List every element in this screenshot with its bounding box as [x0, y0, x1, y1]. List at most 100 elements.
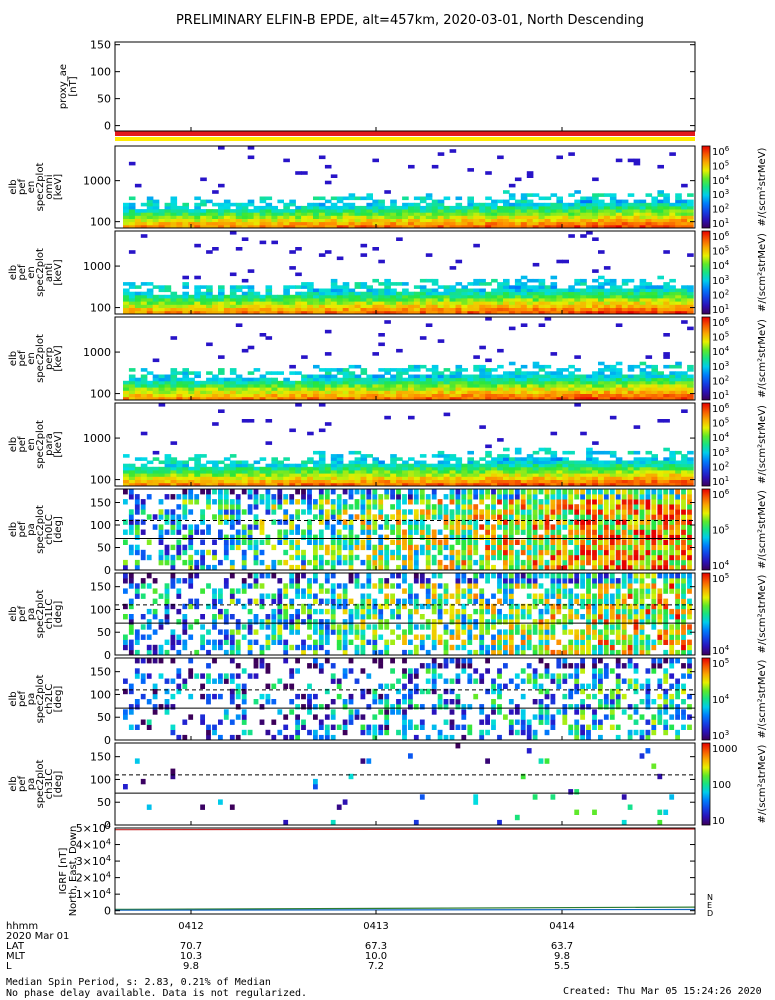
- heatmap-cell: [568, 291, 575, 296]
- heatmap-cell: [681, 539, 686, 545]
- heatmap-cell: [574, 519, 580, 525]
- heatmap-cell: [247, 534, 253, 540]
- heatmap-cell: [318, 504, 324, 510]
- heatmap-cell: [681, 549, 686, 556]
- heatmap-cell: [330, 514, 336, 520]
- heatmap-cell: [241, 529, 247, 535]
- colorbar-tick-label: 104: [712, 259, 730, 272]
- heatmap-cell: [384, 310, 391, 315]
- heatmap-cell: [663, 374, 670, 379]
- heatmap-cell: [390, 479, 397, 484]
- heatmap-cell: [615, 380, 623, 385]
- heatmap-cell: [657, 554, 663, 561]
- heatmap-cell: [408, 559, 413, 566]
- heatmap-cell: [514, 494, 520, 500]
- heatmap-cell: [461, 310, 468, 315]
- heatmap-cell: [592, 307, 599, 312]
- heatmap-cell: [639, 529, 645, 535]
- heatmap-cell: [182, 282, 189, 286]
- heatmap-cell: [336, 288, 344, 293]
- heatmap-cell: [123, 519, 128, 525]
- heatmap-cell: [615, 199, 623, 204]
- heatmap-cell: [473, 393, 480, 398]
- heatmap-cell: [687, 494, 692, 500]
- heatmap-cell: [330, 564, 336, 571]
- heatmap-cell: [146, 466, 154, 471]
- heatmap-cell: [449, 509, 455, 515]
- heatmap-cell: [229, 473, 237, 477]
- heatmap-cell: [669, 307, 676, 312]
- heatmap-cell: [574, 310, 581, 315]
- heatmap-cell: [330, 374, 338, 379]
- heatmap-cell: [307, 534, 312, 540]
- heatmap-cell: [283, 301, 290, 305]
- heatmap-cell: [390, 301, 397, 305]
- heatmap-cell: [212, 614, 217, 620]
- heatmap-cell: [378, 463, 385, 468]
- heatmap-cell: [461, 374, 468, 379]
- heatmap-cell: [461, 390, 468, 394]
- heatmap-cell: [164, 593, 170, 599]
- heatmap-cell: [609, 390, 617, 394]
- heatmap-cell: [675, 470, 682, 474]
- heatmap-cell: [212, 380, 219, 385]
- heatmap-cell: [384, 466, 391, 471]
- heatmap-cell: [313, 209, 320, 213]
- heatmap-cell: [265, 285, 273, 289]
- heatmap-cell: [556, 524, 562, 530]
- heatmap-cell: [633, 158, 641, 163]
- heatmap-cell: [372, 218, 379, 223]
- heatmap-cell: [615, 205, 623, 210]
- heatmap-cell: [603, 470, 611, 474]
- heatmap-cell: [247, 470, 255, 474]
- heatmap-cell: [378, 396, 385, 401]
- heatmap-cell: [431, 371, 439, 375]
- heatmap-cell: [253, 476, 261, 480]
- heatmap-cell: [485, 454, 492, 458]
- heatmap-cell: [324, 368, 332, 372]
- heatmap-cell: [170, 387, 178, 391]
- heatmap-cell: [449, 396, 457, 401]
- heatmap-cell: [419, 499, 425, 505]
- heatmap-cell: [586, 196, 593, 201]
- heatmap-cell: [568, 371, 575, 375]
- heatmap-cell: [342, 499, 348, 505]
- heatmap-cell: [152, 457, 160, 461]
- heatmap-cell: [413, 494, 419, 500]
- heatmap-cell: [479, 384, 486, 388]
- heatmap-cell: [419, 529, 425, 535]
- heatmap-cell: [360, 489, 366, 495]
- heatmap-cell: [526, 457, 534, 461]
- heatmap-cell: [283, 291, 290, 296]
- heatmap-cell: [520, 466, 528, 471]
- heatmap-cell: [265, 482, 273, 487]
- heatmap-cell: [657, 473, 664, 477]
- heatmap-cell: [425, 304, 433, 308]
- heatmap-cell: [307, 304, 314, 308]
- heatmap-cell: [479, 499, 485, 505]
- heatmap-cell: [437, 390, 445, 394]
- heatmap-cell: [639, 205, 647, 210]
- heatmap-cell: [152, 387, 160, 391]
- heatmap-cell: [330, 499, 336, 505]
- heatmap-cell: [253, 482, 261, 487]
- heatmap-cell: [396, 466, 403, 471]
- heatmap-cell: [503, 221, 510, 226]
- heatmap-cell: [621, 291, 629, 296]
- heatmap-cell: [176, 634, 182, 640]
- heatmap-cell: [330, 387, 338, 391]
- heatmap-cell: [212, 539, 217, 545]
- heatmap-cell: [485, 534, 490, 540]
- heatmap-cell: [408, 215, 415, 219]
- heatmap-cell: [259, 524, 265, 530]
- heatmap-cell: [526, 470, 534, 474]
- heatmap-cell: [485, 387, 492, 391]
- heatmap-cell: [657, 509, 663, 515]
- heatmap-cell: [592, 466, 599, 471]
- heatmap-cell: [586, 212, 593, 216]
- heatmap-cell: [580, 234, 587, 238]
- heatmap-cell: [413, 285, 421, 289]
- heatmap-cell: [123, 294, 130, 299]
- heatmap-cell: [218, 396, 225, 401]
- heatmap-cell: [663, 221, 670, 226]
